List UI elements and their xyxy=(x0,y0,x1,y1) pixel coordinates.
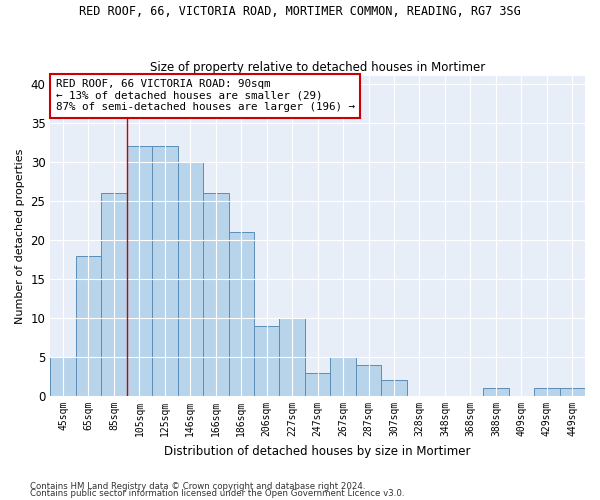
Bar xyxy=(560,388,585,396)
Bar xyxy=(229,232,254,396)
Bar xyxy=(305,372,331,396)
Text: RED ROOF, 66 VICTORIA ROAD: 90sqm
← 13% of detached houses are smaller (29)
87% : RED ROOF, 66 VICTORIA ROAD: 90sqm ← 13% … xyxy=(56,80,355,112)
Y-axis label: Number of detached properties: Number of detached properties xyxy=(15,148,25,324)
Title: Size of property relative to detached houses in Mortimer: Size of property relative to detached ho… xyxy=(150,60,485,74)
Bar xyxy=(382,380,407,396)
Bar xyxy=(203,193,229,396)
Bar xyxy=(178,162,203,396)
Bar xyxy=(152,146,178,396)
Bar xyxy=(127,146,152,396)
Bar xyxy=(356,365,382,396)
Text: Contains public sector information licensed under the Open Government Licence v3: Contains public sector information licen… xyxy=(30,490,404,498)
Bar xyxy=(50,357,76,396)
Bar xyxy=(101,193,127,396)
Bar xyxy=(331,357,356,396)
Text: RED ROOF, 66, VICTORIA ROAD, MORTIMER COMMON, READING, RG7 3SG: RED ROOF, 66, VICTORIA ROAD, MORTIMER CO… xyxy=(79,5,521,18)
Bar xyxy=(483,388,509,396)
Bar xyxy=(254,326,280,396)
Text: Contains HM Land Registry data © Crown copyright and database right 2024.: Contains HM Land Registry data © Crown c… xyxy=(30,482,365,491)
X-axis label: Distribution of detached houses by size in Mortimer: Distribution of detached houses by size … xyxy=(164,444,471,458)
Bar xyxy=(280,318,305,396)
Bar xyxy=(76,256,101,396)
Bar xyxy=(534,388,560,396)
